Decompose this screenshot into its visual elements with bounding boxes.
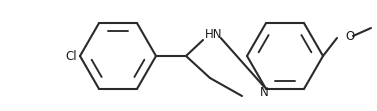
Text: Cl: Cl (65, 50, 77, 62)
Text: HN: HN (205, 28, 222, 41)
Text: O: O (345, 30, 354, 43)
Text: N: N (260, 86, 268, 99)
